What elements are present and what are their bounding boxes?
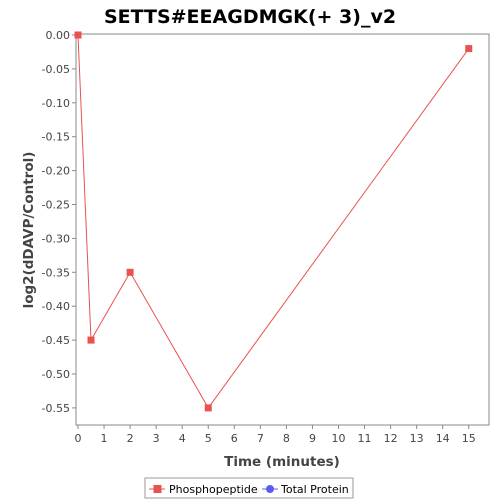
x-tick-label: 4 xyxy=(179,432,186,445)
y-axis: 0.00 -0.05 -0.10 -0.15 -0.20 -0.25 -0.30 -0.35 -… xyxy=(42,29,76,415)
x-axis: 0 1 2 3 4 5 6 7 8 9 10 11 12 13 14 15 xyxy=(75,425,476,445)
plot-area xyxy=(75,33,490,426)
x-tick-label: 0 xyxy=(75,432,82,445)
y-tick-label: -0.30 xyxy=(42,232,70,245)
legend: Phosphopeptide Total Protein xyxy=(144,477,354,499)
x-tick-label: 6 xyxy=(231,432,238,445)
x-tick-label: 14 xyxy=(436,432,450,445)
legend-label-phosphopeptide: Phosphopeptide xyxy=(169,483,258,496)
legend-marker-phosphopeptide xyxy=(153,485,162,493)
x-tick-label: 3 xyxy=(153,432,160,445)
data-point-phosphopeptide xyxy=(87,336,95,344)
y-tick-label: -0.25 xyxy=(42,199,70,212)
x-tick-label: 8 xyxy=(283,432,290,445)
x-tick-label: 15 xyxy=(462,432,476,445)
x-axis-label: Time (minutes) xyxy=(224,454,340,470)
y-tick-label: -0.45 xyxy=(42,334,70,347)
x-tick-label: 9 xyxy=(309,432,316,445)
y-tick-label: -0.10 xyxy=(42,97,70,110)
y-tick-label: -0.35 xyxy=(42,266,70,279)
y-axis-label: log2(dDAVP/Control) xyxy=(21,152,37,309)
legend-label-total-protein: Total Protein xyxy=(280,483,349,496)
series-layer xyxy=(74,31,473,412)
x-tick-label: 10 xyxy=(332,432,346,445)
x-tick-label: 7 xyxy=(257,432,264,445)
chart-title: SETTS#EEAGDMGK(+ 3)_v2 xyxy=(104,6,396,28)
y-tick-label: 0.00 xyxy=(46,29,71,42)
data-point-phosphopeptide xyxy=(465,45,473,53)
x-tick-label: 12 xyxy=(384,432,398,445)
y-tick-label: -0.05 xyxy=(42,63,70,76)
x-tick-label: 13 xyxy=(410,432,424,445)
x-tick-label: 11 xyxy=(358,432,372,445)
y-tick-label: -0.40 xyxy=(42,300,70,313)
legend-marker-total-protein xyxy=(266,485,274,493)
x-tick-label: 2 xyxy=(127,432,134,445)
y-tick-label: -0.15 xyxy=(42,131,70,144)
x-tick-label: 1 xyxy=(101,432,108,445)
data-point-phosphopeptide xyxy=(204,404,212,412)
y-tick-label: -0.50 xyxy=(42,368,70,381)
data-point-phosphopeptide xyxy=(126,268,134,276)
y-tick-label: -0.20 xyxy=(42,165,70,178)
y-tick-label: -0.55 xyxy=(42,402,70,415)
data-point-phosphopeptide xyxy=(74,31,82,39)
legend-box xyxy=(144,477,354,499)
x-tick-label: 5 xyxy=(205,432,212,445)
